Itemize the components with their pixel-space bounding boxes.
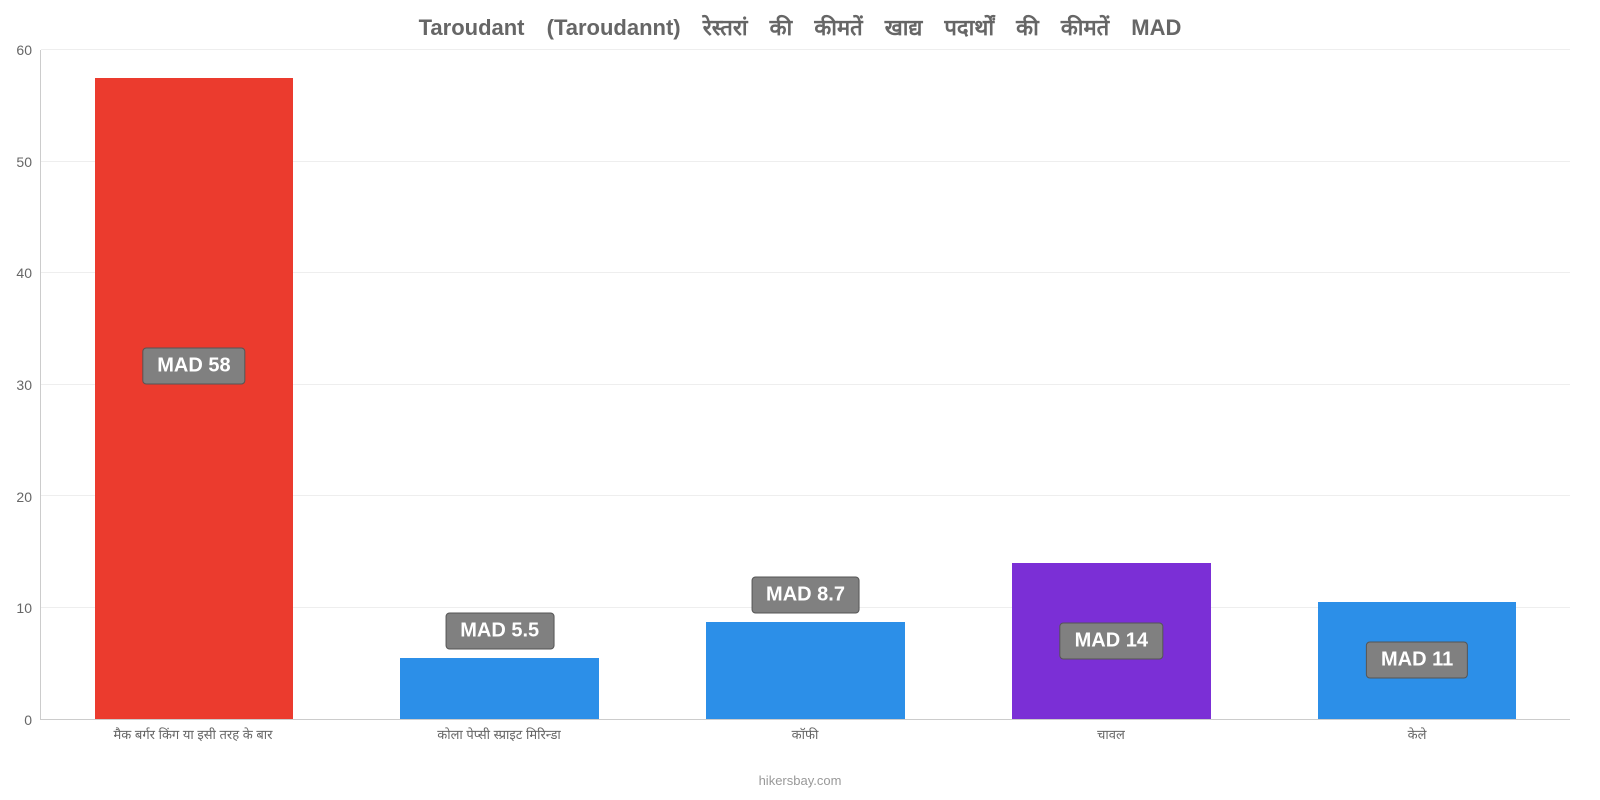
x-category-label: कोला पेप्सी स्प्राइट मिरिन्डा — [437, 725, 561, 743]
x-category-label: कॉफी — [792, 725, 819, 743]
y-axis: 0102030405060 — [0, 50, 40, 720]
y-tick-label: 0 — [24, 712, 32, 728]
footer-text: hikersbay.com — [0, 773, 1600, 788]
bar-value-label: MAD 58 — [142, 348, 245, 385]
chart-title: Taroudant (Taroudannt) रेस्तरां की कीमते… — [0, 0, 1600, 42]
bar — [706, 622, 905, 719]
bar-value-label: MAD 8.7 — [751, 577, 860, 614]
chart-container: Taroudant (Taroudannt) रेस्तरां की कीमते… — [0, 0, 1600, 800]
y-tick-label: 50 — [16, 154, 32, 170]
x-category-label: मैक बर्गर किंग या इसी तरह के बार — [114, 725, 273, 743]
x-axis: मैक बर्गर किंग या इसी तरह के बार कोला पेप… — [40, 725, 1570, 765]
y-tick-label: 20 — [16, 489, 32, 505]
bar-value-label: MAD 14 — [1060, 622, 1163, 659]
x-category-label: चावल — [1097, 725, 1125, 743]
bar — [95, 78, 294, 719]
x-category-label: केले — [1408, 725, 1427, 743]
bar — [400, 658, 599, 719]
y-tick-label: 30 — [16, 377, 32, 393]
y-tick-label: 40 — [16, 265, 32, 281]
bar-value-label: MAD 11 — [1366, 642, 1468, 679]
y-tick-label: 60 — [16, 42, 32, 58]
y-tick-label: 10 — [16, 600, 32, 616]
bar-value-label: MAD 5.5 — [445, 612, 554, 649]
bars-group: MAD 58 MAD 5.5 MAD 8.7 MAD 14 MAD 11 — [41, 50, 1570, 719]
plot-area: MAD 58 MAD 5.5 MAD 8.7 MAD 14 MAD 11 — [40, 50, 1570, 720]
